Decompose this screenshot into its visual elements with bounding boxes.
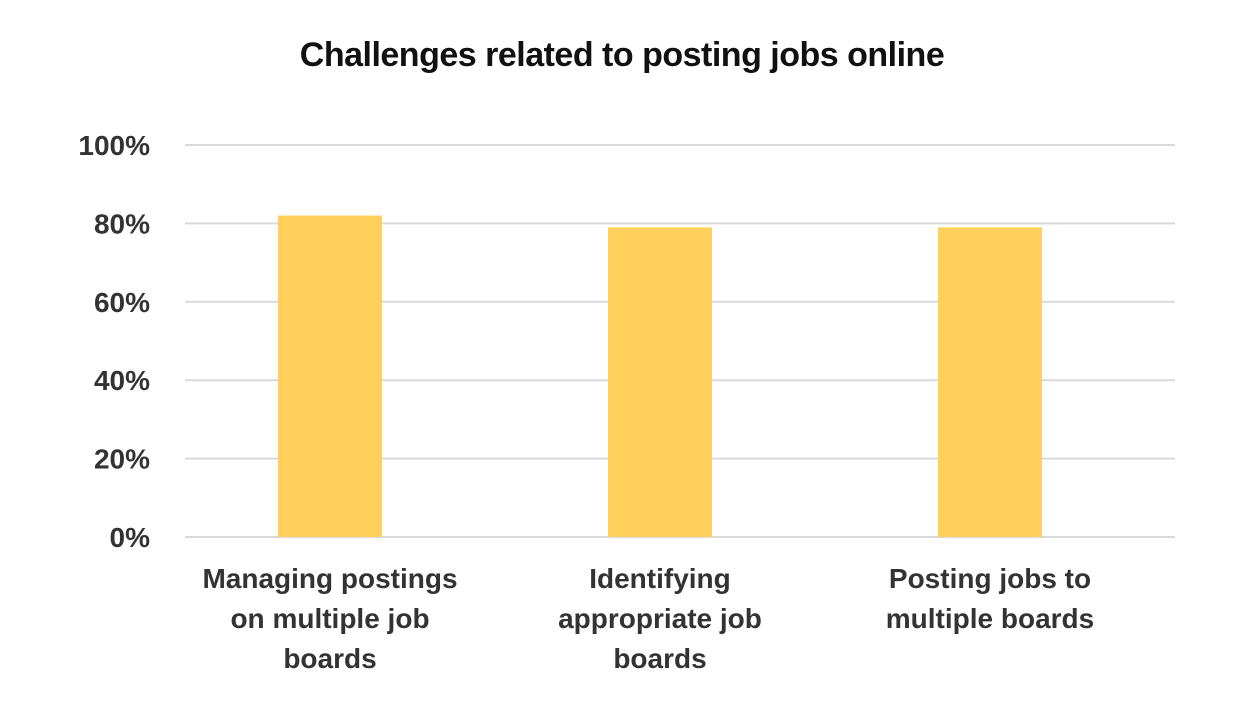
bar: [938, 227, 1042, 537]
bar: [278, 215, 382, 537]
chart-title: Challenges related to posting jobs onlin…: [299, 36, 945, 74]
x-category-label-line: Posting jobs to: [889, 563, 1091, 594]
x-category-label: Managing postings on multiple job boards: [202, 563, 457, 674]
x-category-label-line: on multiple job: [230, 603, 429, 634]
x-category-label-line: appropriate job: [558, 603, 762, 634]
bar: [608, 227, 712, 537]
x-category-label-line: boards: [283, 643, 376, 674]
y-tick-label: 80%: [94, 208, 150, 239]
x-category-label-line: Identifying: [589, 563, 731, 594]
y-tick-label: 20%: [94, 444, 150, 475]
y-tick-label: 60%: [94, 287, 150, 318]
y-axis-ticks: 0% 20% 40% 60% 80% 100%: [78, 130, 150, 553]
bars: [278, 215, 1042, 537]
x-category-label-line: boards: [613, 643, 706, 674]
x-axis-categories: Managing postings on multiple job boardsId…: [202, 563, 1094, 674]
y-tick-label: 100%: [78, 130, 150, 161]
x-category-label: Identifying appropriate job boards: [558, 563, 762, 674]
x-category-label-line: multiple boards: [886, 603, 1094, 634]
y-tick-label: 40%: [94, 365, 150, 396]
x-category-label: Posting jobs to multiple boards: [886, 563, 1094, 634]
y-tick-label: 0%: [110, 522, 151, 553]
x-category-label-line: Managing postings: [202, 563, 457, 594]
